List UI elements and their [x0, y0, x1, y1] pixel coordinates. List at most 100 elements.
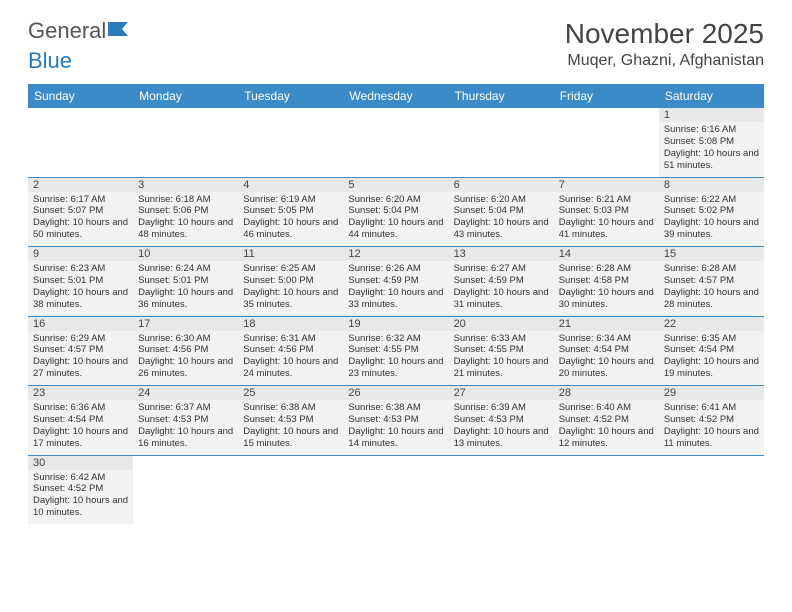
day-number: 15 [659, 247, 764, 261]
daylight-line: Daylight: 10 hours and 41 minutes. [559, 217, 654, 241]
calendar-day-cell: 14Sunrise: 6:28 AMSunset: 4:58 PMDayligh… [554, 247, 659, 317]
sunset-line: Sunset: 5:03 PM [559, 205, 654, 217]
sunset-line: Sunset: 4:53 PM [138, 414, 233, 426]
calendar-day-cell: 12Sunrise: 6:26 AMSunset: 4:59 PMDayligh… [343, 247, 448, 317]
daylight-line: Daylight: 10 hours and 27 minutes. [33, 356, 128, 380]
calendar-day-cell: 1Sunrise: 6:16 AMSunset: 5:08 PMDaylight… [659, 108, 764, 177]
day-number: 14 [554, 247, 659, 261]
logo-text-1: General [28, 18, 106, 44]
day-header: Wednesday [343, 84, 448, 108]
calendar-week-row: 1Sunrise: 6:16 AMSunset: 5:08 PMDaylight… [28, 108, 764, 177]
day-number: 11 [238, 247, 343, 261]
calendar-day-cell: 18Sunrise: 6:31 AMSunset: 4:56 PMDayligh… [238, 316, 343, 386]
sunset-line: Sunset: 4:59 PM [348, 275, 443, 287]
day-number: 18 [238, 317, 343, 331]
daylight-line: Daylight: 10 hours and 36 minutes. [138, 287, 233, 311]
sunset-line: Sunset: 4:54 PM [33, 414, 128, 426]
daylight-line: Daylight: 10 hours and 33 minutes. [348, 287, 443, 311]
daylight-line: Daylight: 10 hours and 20 minutes. [559, 356, 654, 380]
sunset-line: Sunset: 4:55 PM [348, 344, 443, 356]
sunset-line: Sunset: 5:07 PM [33, 205, 128, 217]
sunset-line: Sunset: 4:59 PM [454, 275, 549, 287]
calendar-day-cell: 26Sunrise: 6:38 AMSunset: 4:53 PMDayligh… [343, 386, 448, 456]
day-number: 2 [28, 178, 133, 192]
sunrise-line: Sunrise: 6:33 AM [454, 333, 549, 345]
daylight-line: Daylight: 10 hours and 16 minutes. [138, 426, 233, 450]
day-number: 10 [133, 247, 238, 261]
calendar-day-cell: 13Sunrise: 6:27 AMSunset: 4:59 PMDayligh… [449, 247, 554, 317]
sunset-line: Sunset: 4:57 PM [33, 344, 128, 356]
day-number: 17 [133, 317, 238, 331]
sunset-line: Sunset: 4:52 PM [559, 414, 654, 426]
day-header: Sunday [28, 84, 133, 108]
sunrise-line: Sunrise: 6:20 AM [348, 194, 443, 206]
daylight-line: Daylight: 10 hours and 14 minutes. [348, 426, 443, 450]
day-number: 8 [659, 178, 764, 192]
day-header: Friday [554, 84, 659, 108]
sunset-line: Sunset: 4:52 PM [33, 483, 128, 495]
day-number: 16 [28, 317, 133, 331]
sunrise-line: Sunrise: 6:36 AM [33, 402, 128, 414]
sunrise-line: Sunrise: 6:27 AM [454, 263, 549, 275]
calendar-day-cell: 27Sunrise: 6:39 AMSunset: 4:53 PMDayligh… [449, 386, 554, 456]
calendar-day-cell: 15Sunrise: 6:28 AMSunset: 4:57 PMDayligh… [659, 247, 764, 317]
calendar-day-cell: 3Sunrise: 6:18 AMSunset: 5:06 PMDaylight… [133, 177, 238, 247]
sunset-line: Sunset: 4:52 PM [664, 414, 759, 426]
sunrise-line: Sunrise: 6:29 AM [33, 333, 128, 345]
daylight-line: Daylight: 10 hours and 44 minutes. [348, 217, 443, 241]
daylight-line: Daylight: 10 hours and 48 minutes. [138, 217, 233, 241]
day-number: 6 [449, 178, 554, 192]
calendar-empty-cell [343, 108, 448, 177]
sunrise-line: Sunrise: 6:32 AM [348, 333, 443, 345]
daylight-line: Daylight: 10 hours and 26 minutes. [138, 356, 233, 380]
sunrise-line: Sunrise: 6:26 AM [348, 263, 443, 275]
flag-icon [108, 18, 136, 44]
calendar-week-row: 23Sunrise: 6:36 AMSunset: 4:54 PMDayligh… [28, 386, 764, 456]
calendar-empty-cell [343, 455, 448, 524]
logo-text-2: Blue [28, 48, 72, 74]
sunrise-line: Sunrise: 6:19 AM [243, 194, 338, 206]
calendar-day-cell: 24Sunrise: 6:37 AMSunset: 4:53 PMDayligh… [133, 386, 238, 456]
day-number: 26 [343, 386, 448, 400]
calendar-table: SundayMondayTuesdayWednesdayThursdayFrid… [28, 84, 764, 524]
calendar-empty-cell [449, 455, 554, 524]
daylight-line: Daylight: 10 hours and 10 minutes. [33, 495, 128, 519]
daylight-line: Daylight: 10 hours and 12 minutes. [559, 426, 654, 450]
daylight-line: Daylight: 10 hours and 39 minutes. [664, 217, 759, 241]
day-number: 19 [343, 317, 448, 331]
daylight-line: Daylight: 10 hours and 51 minutes. [664, 148, 759, 172]
calendar-day-cell: 28Sunrise: 6:40 AMSunset: 4:52 PMDayligh… [554, 386, 659, 456]
sunrise-line: Sunrise: 6:16 AM [664, 124, 759, 136]
sunset-line: Sunset: 4:54 PM [559, 344, 654, 356]
sunset-line: Sunset: 5:01 PM [138, 275, 233, 287]
sunrise-line: Sunrise: 6:20 AM [454, 194, 549, 206]
month-title: November 2025 [565, 18, 764, 50]
daylight-line: Daylight: 10 hours and 28 minutes. [664, 287, 759, 311]
sunset-line: Sunset: 4:56 PM [138, 344, 233, 356]
calendar-day-cell: 8Sunrise: 6:22 AMSunset: 5:02 PMDaylight… [659, 177, 764, 247]
daylight-line: Daylight: 10 hours and 17 minutes. [33, 426, 128, 450]
day-number: 7 [554, 178, 659, 192]
logo: General [28, 18, 136, 44]
daylight-line: Daylight: 10 hours and 46 minutes. [243, 217, 338, 241]
calendar-day-cell: 16 Sunrise: 6:29 AMSunset: 4:57 PMDayligh… [28, 316, 133, 386]
sunrise-line: Sunrise: 6:25 AM [243, 263, 338, 275]
calendar-day-cell: 22Sunrise: 6:35 AMSunset: 4:54 PMDayligh… [659, 316, 764, 386]
sunrise-line: Sunrise: 6:21 AM [559, 194, 654, 206]
day-number: 3 [133, 178, 238, 192]
calendar-day-cell: 6Sunrise: 6:20 AMSunset: 5:04 PMDaylight… [449, 177, 554, 247]
calendar-day-cell: 20Sunrise: 6:33 AMSunset: 4:55 PMDayligh… [449, 316, 554, 386]
calendar-empty-cell [238, 455, 343, 524]
calendar-day-cell: 2Sunrise: 6:17 AMSunset: 5:07 PMDaylight… [28, 177, 133, 247]
day-number: 24 [133, 386, 238, 400]
calendar-day-cell: 29Sunrise: 6:41 AMSunset: 4:52 PMDayligh… [659, 386, 764, 456]
day-header: Saturday [659, 84, 764, 108]
calendar-day-cell: 17Sunrise: 6:30 AMSunset: 4:56 PMDayligh… [133, 316, 238, 386]
daylight-line: Daylight: 10 hours and 11 minutes. [664, 426, 759, 450]
daylight-line: Daylight: 10 hours and 21 minutes. [454, 356, 549, 380]
sunrise-line: Sunrise: 6:34 AM [559, 333, 654, 345]
daylight-line: Daylight: 10 hours and 24 minutes. [243, 356, 338, 380]
sunset-line: Sunset: 5:00 PM [243, 275, 338, 287]
daylight-line: Daylight: 10 hours and 31 minutes. [454, 287, 549, 311]
sunrise-line: Sunrise: 6:39 AM [454, 402, 549, 414]
